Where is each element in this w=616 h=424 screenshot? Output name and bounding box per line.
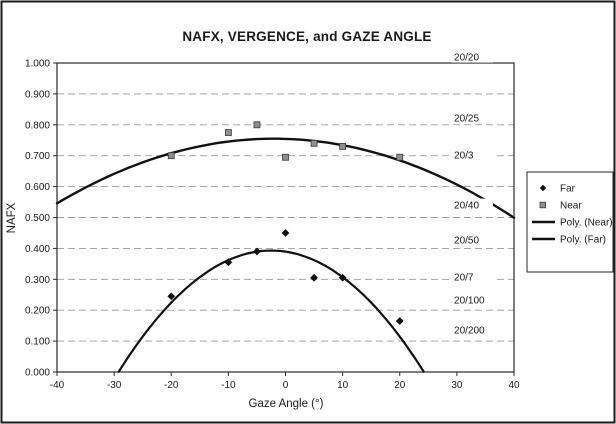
data-point-near (253, 121, 261, 129)
acuity-label-backing (451, 233, 494, 246)
data-point-near (282, 153, 289, 161)
acuity-label: 20/3 (454, 151, 474, 162)
x-tick-label: 20 (394, 380, 406, 391)
acuity-label: 20/25 (454, 114, 479, 125)
data-point-near (396, 153, 404, 161)
x-tick-label: -40 (50, 380, 65, 391)
y-tick-label: 1.000 (25, 59, 50, 70)
data-point-near (339, 143, 347, 150)
legend-entry-label: Near (560, 201, 582, 212)
acuity-label: 20/100 (454, 296, 485, 307)
data-point-near (167, 152, 175, 160)
y-tick-label: 0.300 (25, 275, 50, 286)
acuity-label: 20/20 (454, 53, 479, 64)
x-tick-label: -10 (221, 380, 236, 391)
acuity-label-backing (451, 270, 494, 283)
data-point-far (281, 228, 290, 237)
data-point-far (167, 292, 176, 301)
acuity-label: 20/50 (454, 236, 479, 247)
x-axis-title: Gaze Angle (°) (249, 398, 324, 410)
acuity-label-backing (451, 111, 494, 124)
y-tick-label: 0.100 (25, 337, 50, 348)
data-point-far (310, 273, 319, 282)
poly-fit-curve (55, 137, 516, 219)
legend-entry-label: Poly. (Far) (560, 235, 606, 246)
acuity-label: 20/200 (454, 325, 485, 336)
acuity-label-backing (451, 50, 494, 63)
y-tick-label: 0.800 (25, 120, 50, 131)
poly-fit-curve (117, 249, 425, 373)
data-point-far (338, 273, 347, 282)
y-tick-label: 0.400 (25, 244, 50, 255)
legend-entry-label: Poly. (Near) (560, 218, 613, 229)
acuity-label-backing (451, 198, 494, 211)
data-point-far (224, 258, 233, 267)
y-tick-label: 0.200 (25, 306, 50, 317)
x-tick-label: 40 (508, 380, 520, 391)
data-point-far (395, 317, 404, 325)
acuity-label-backing (451, 148, 494, 161)
legend-square-icon (539, 201, 546, 209)
x-tick-label: 0 (283, 380, 289, 391)
y-tick-label: 0.000 (25, 368, 50, 379)
x-tick-label: 30 (451, 380, 463, 391)
chart-title: NAFX, VERGENCE, and GAZE ANGLE (182, 29, 431, 44)
acuity-label-backing (451, 323, 494, 336)
y-tick-label: 0.500 (25, 213, 50, 224)
y-tick-label: 0.700 (25, 151, 50, 162)
acuity-label-backing (451, 293, 494, 306)
y-tick-label: 0.900 (25, 89, 50, 100)
x-tick-label: -30 (107, 380, 122, 391)
data-point-near (310, 139, 318, 147)
acuity-label: 20/7 (454, 273, 474, 284)
x-tick-label: 10 (337, 380, 349, 391)
legend-diamond-icon (539, 184, 547, 192)
acuity-label: 20/40 (454, 201, 479, 212)
data-point-near (224, 129, 232, 136)
legend-entry-label: Far (560, 184, 576, 195)
x-tick-label: -20 (164, 380, 179, 391)
y-tick-label: 0.600 (25, 182, 50, 193)
y-axis-title: NAFX (6, 202, 18, 233)
data-point-far (252, 247, 261, 256)
